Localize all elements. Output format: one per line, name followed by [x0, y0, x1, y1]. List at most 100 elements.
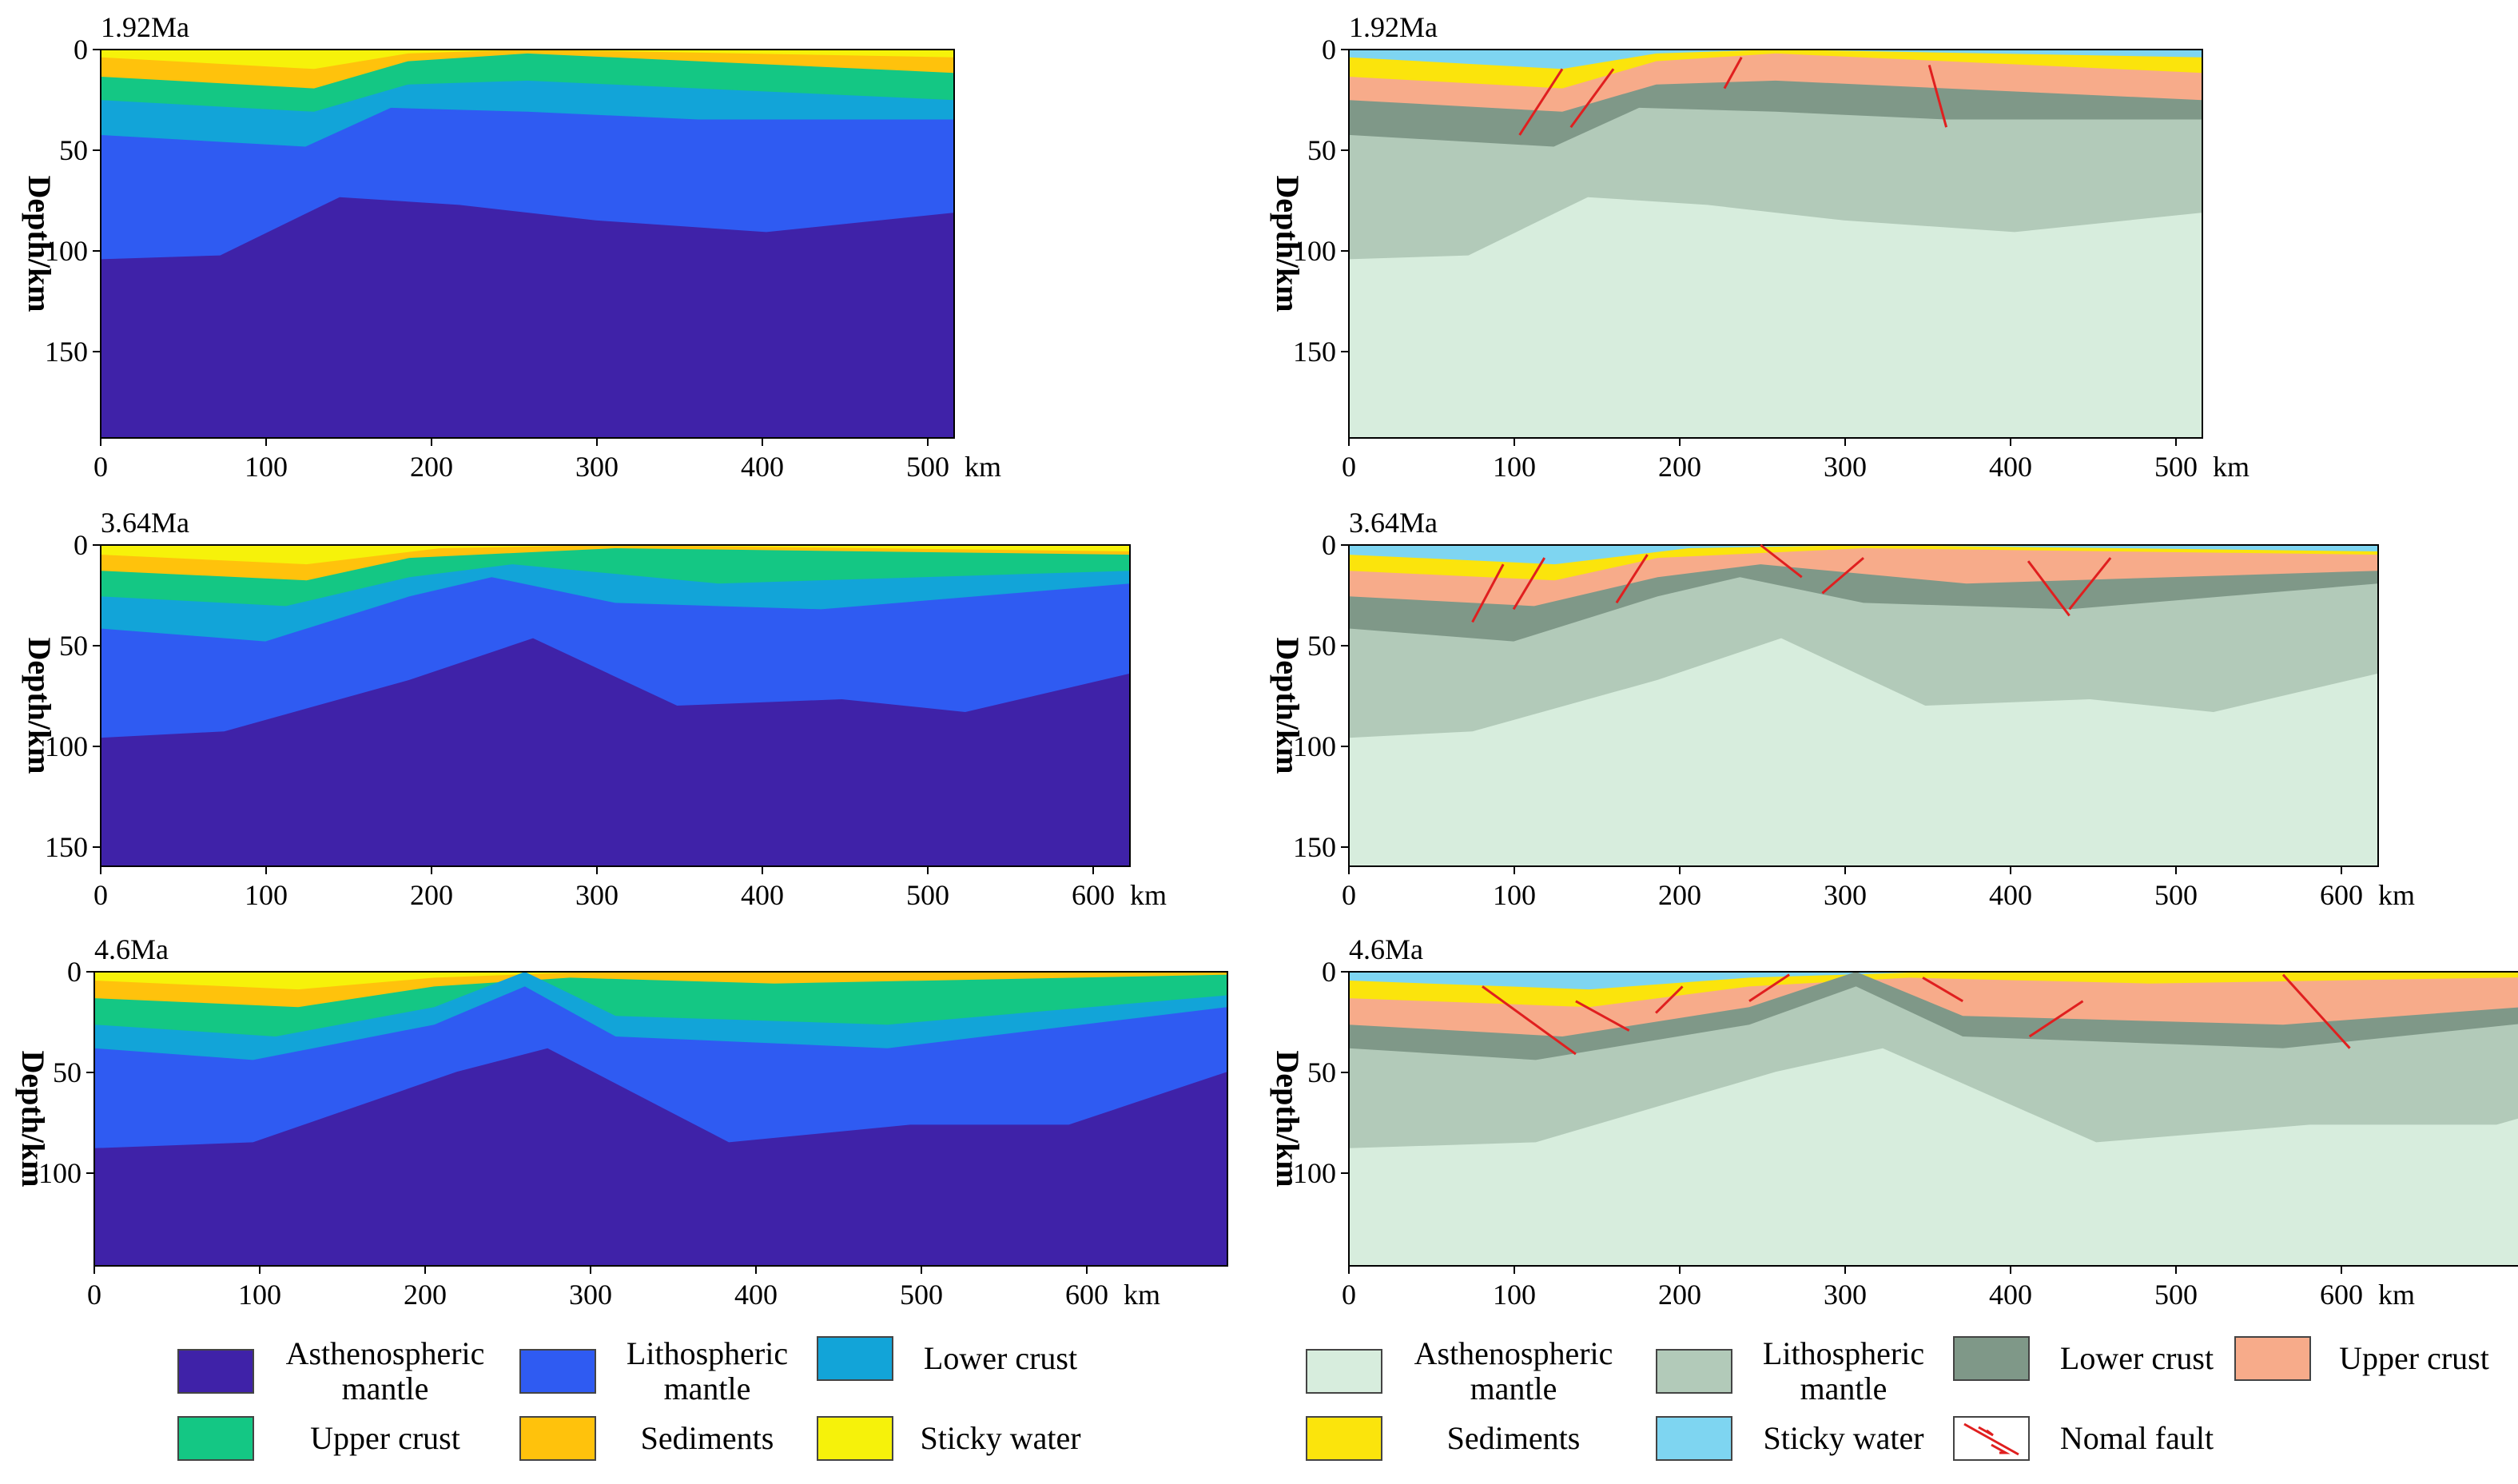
normal-fault-line — [1723, 56, 1743, 90]
legend-swatch — [177, 1349, 254, 1394]
legend-label: Lower crust — [923, 1340, 1078, 1376]
normal-fault-line — [1922, 977, 1963, 1003]
x-tick-label: 100 — [245, 879, 288, 911]
x-tick-label: 400 — [1989, 451, 2032, 483]
x-tick-label: 500 — [2154, 879, 2198, 911]
section-frame — [1348, 544, 2379, 867]
x-tick-label: 0 — [93, 451, 108, 483]
normal-fault-line — [1512, 557, 1546, 611]
legend-label: Sediments — [640, 1420, 774, 1456]
legend-label: Lithospheric mantle — [626, 1335, 789, 1406]
asthenospheric-mantle-layer — [94, 1048, 1227, 1266]
section-frame — [1348, 49, 2203, 439]
time-label: 1.92Ma — [1349, 11, 1438, 43]
x-tick-label: 400 — [1989, 1279, 2032, 1311]
legend-item-left-upper-crust: Upper crust — [177, 1416, 505, 1461]
normal-fault-line — [1760, 543, 1803, 579]
x-tick-label: 300 — [1824, 879, 1867, 911]
y-tick-label: 150 — [1293, 831, 1336, 863]
y-tick-label: 0 — [1322, 529, 1336, 561]
x-tick-label: 100 — [1493, 1279, 1536, 1311]
x-tick-label: 600 — [2320, 879, 2363, 911]
legend-label: Upper crust — [310, 1420, 460, 1456]
time-label: 3.64Ma — [1349, 507, 1438, 539]
legend-label: Asthenospheric mantle — [1414, 1335, 1613, 1406]
y-tick-label: 100 — [1293, 1157, 1336, 1189]
asthenospheric-mantle-layer — [1349, 638, 2378, 866]
y-axis-label: Depth/km — [22, 175, 58, 312]
y-tick-label: 0 — [74, 34, 88, 66]
legend-label: Lithospheric mantle — [1762, 1335, 1925, 1406]
x-tick-label: 200 — [410, 879, 453, 911]
y-tick-label: 50 — [1307, 1056, 1336, 1088]
y-axis-label: Depth/km — [1270, 1050, 1306, 1187]
x-tick-label: 500 — [906, 879, 949, 911]
x-tick-label: 500 — [906, 451, 949, 483]
legend-label: Nomal fault — [2059, 1420, 2214, 1456]
x-tick-label: 300 — [569, 1279, 612, 1311]
y-tick-label: 150 — [45, 831, 88, 863]
legend-swatch — [817, 1416, 893, 1461]
y-tick-label: 0 — [1322, 956, 1336, 988]
legend-label: Sediments — [1446, 1420, 1581, 1456]
normal-fault-line — [1575, 1000, 1630, 1032]
legend-swatch — [177, 1416, 254, 1461]
normal-fault-line — [1471, 563, 1505, 623]
y-tick-label: 100 — [38, 1157, 82, 1189]
x-tick-label: 100 — [1493, 451, 1536, 483]
time-label: 1.92Ma — [101, 11, 189, 43]
x-tick-label: 400 — [734, 1279, 778, 1311]
time-label: 4.6Ma — [94, 933, 169, 965]
y-axis-label: Depth/km — [1270, 175, 1306, 312]
section-left-1-92: 0 100 200 300 400 500 km 0 50 100 150 Depth/km 1.92M… — [22, 11, 1001, 483]
x-tick-label: 400 — [741, 879, 784, 911]
x-tick-label: 200 — [404, 1279, 447, 1311]
legend-item-right-normal-fault: Nomal fault — [1953, 1416, 2233, 1461]
normal-fault-line — [1821, 556, 1864, 595]
x-tick-label: 300 — [575, 451, 619, 483]
normal-fault-line — [1518, 68, 1564, 136]
x-tick-label: 300 — [575, 879, 619, 911]
y-tick-label: 100 — [1293, 235, 1336, 267]
x-tick-label: 200 — [1658, 451, 1701, 483]
y-tick-label: 150 — [1293, 336, 1336, 368]
x-tick-label: 400 — [1989, 879, 2032, 911]
legend-swatch — [519, 1349, 596, 1394]
asthenospheric-mantle-layer — [1349, 1048, 2518, 1266]
legend-swatch — [1953, 1336, 2030, 1381]
x-tick-label: 0 — [93, 879, 108, 911]
x-tick-label: 200 — [1658, 879, 1701, 911]
legend-item-right-sediments: Sediments — [1306, 1416, 1633, 1461]
normal-fault-line — [1482, 985, 1577, 1056]
y-axis-label: Depth/km — [22, 637, 58, 774]
legend-swatch — [2234, 1336, 2311, 1381]
x-unit-label: km — [965, 451, 1001, 483]
legend-item-left-lower-crust: Lower crust — [817, 1336, 1096, 1381]
x-unit-label: km — [1130, 879, 1167, 911]
normal-fault-line — [2281, 973, 2351, 1049]
x-unit-label: km — [2378, 1279, 2415, 1311]
section-right-3-64: 0 100 200 300 400 500 600 km 0 50 100 150 Depth/km 3.… — [1270, 507, 2415, 911]
y-tick-label: 100 — [1293, 730, 1336, 762]
section-frame — [100, 49, 955, 439]
normal-fault-line — [1748, 973, 1790, 1003]
x-tick-label: 500 — [2154, 451, 2198, 483]
time-label: 4.6Ma — [1349, 933, 1423, 965]
x-tick-label: 0 — [1342, 451, 1356, 483]
legend-item-left-asthenosphere: Asthenospheric mantle — [177, 1336, 505, 1406]
y-tick-label: 100 — [45, 730, 88, 762]
asthenospheric-mantle-layer — [101, 638, 1130, 866]
y-tick-label: 50 — [59, 134, 88, 166]
legend-label: Sticky water — [1763, 1420, 1924, 1456]
asthenospheric-mantle-layer — [1349, 197, 2202, 438]
section-frame — [100, 544, 1131, 867]
model-sections-svg: 0 100 200 300 400 500 km050100150Depth/km1.92M… — [15, 11, 2518, 1311]
y-axis-label: Depth/km — [15, 1050, 51, 1187]
y-axis-label: Depth/km — [1270, 637, 1306, 774]
legend-label: Sticky water — [920, 1420, 1081, 1456]
x-unit-label: km — [1124, 1279, 1160, 1311]
normal-fault-line — [1655, 985, 1684, 1014]
legend-item-left-sticky-water: Sticky water — [817, 1416, 1096, 1461]
